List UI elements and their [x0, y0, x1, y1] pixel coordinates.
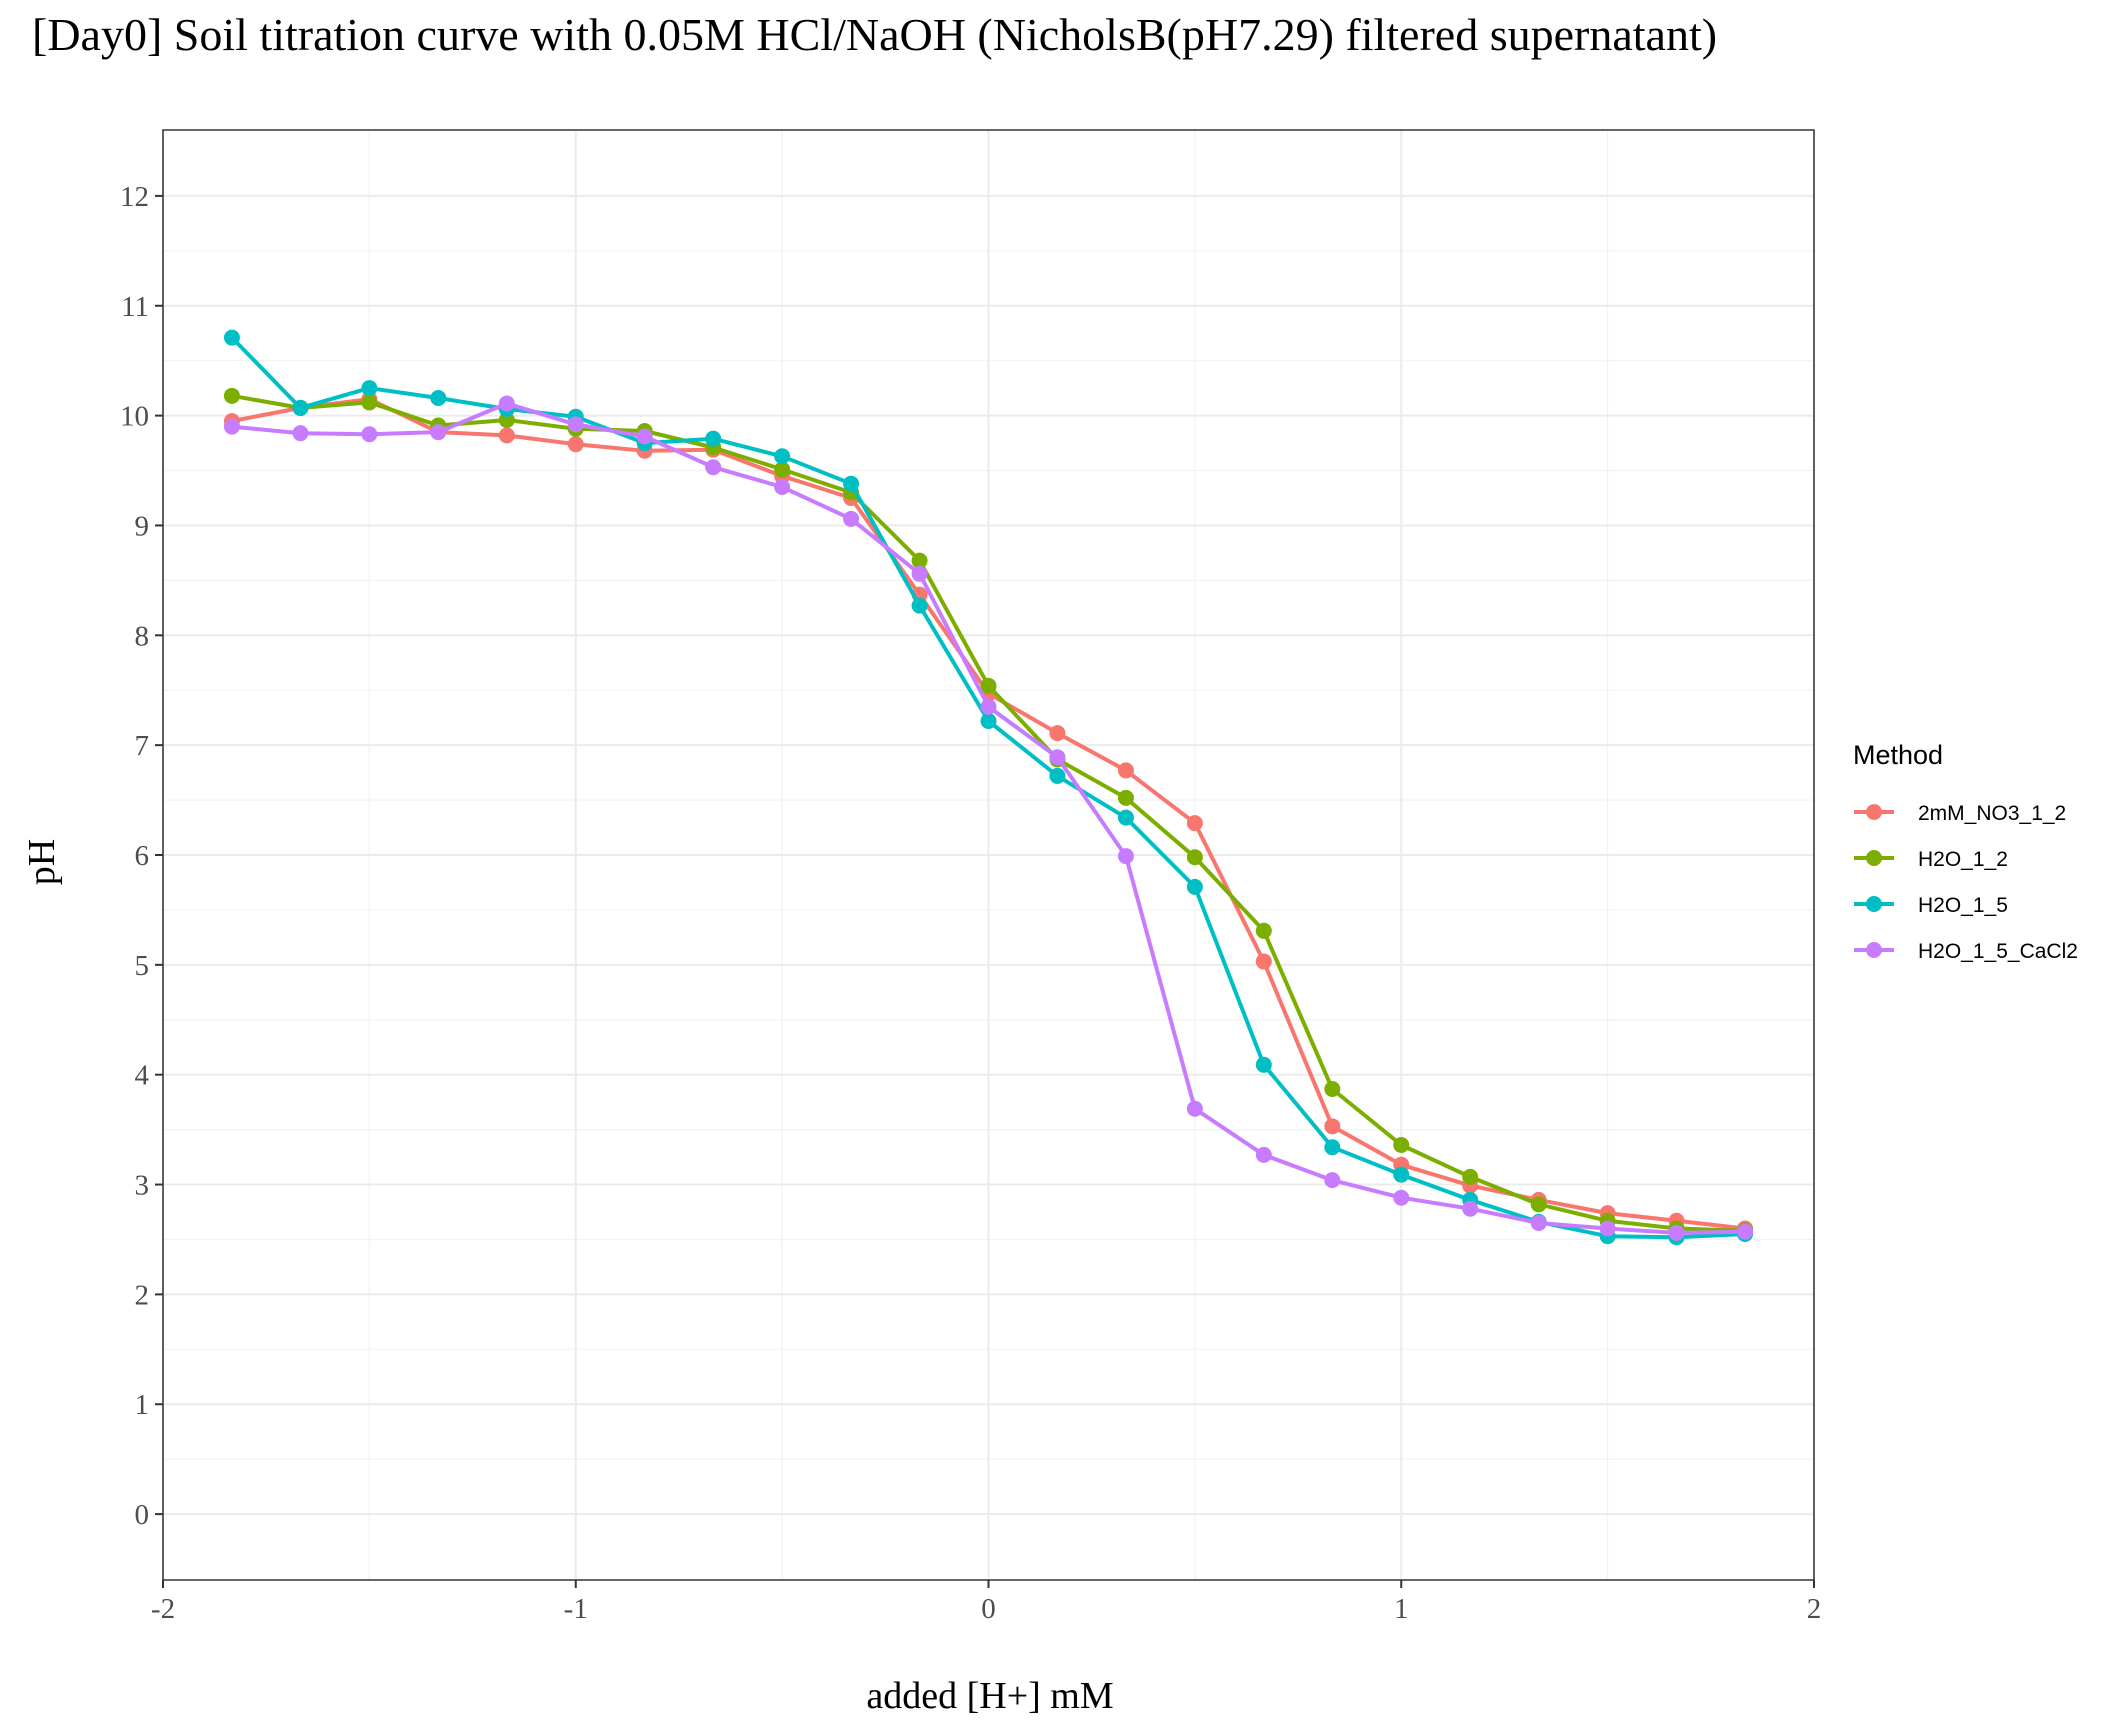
legend-label: H2O_1_5_CaCl2 — [1918, 940, 2078, 963]
y-tick-label: 10 — [120, 401, 149, 433]
data-point-h2o-1-5 — [1255, 1056, 1272, 1073]
x-axis-title: added [H+] mM — [866, 1675, 1113, 1717]
data-point-h2o-1-2 — [361, 394, 378, 411]
data-point-h2o-1-2 — [1255, 922, 1272, 939]
y-tick-label: 2 — [135, 1279, 150, 1311]
legend-title: Method — [1853, 740, 1943, 770]
data-point-h2o-1-5-cacl2 — [1530, 1214, 1547, 1231]
y-tick-label: 4 — [135, 1060, 150, 1092]
data-point-h2o-1-5-cacl2 — [292, 425, 309, 442]
y-tick-label: 11 — [121, 291, 149, 323]
data-point-h2o-1-5-cacl2 — [1393, 1189, 1410, 1206]
y-tick-label: 6 — [135, 840, 150, 872]
legend-item-2mm-no3-1-2: 2mM_NO3_1_2 — [1854, 802, 2066, 825]
data-point-2mm-no3-1-2 — [1049, 725, 1066, 742]
y-axis-title: pH — [21, 839, 63, 885]
data-point-2mm-no3-1-2 — [1117, 762, 1134, 779]
data-point-h2o-1-5-cacl2 — [843, 510, 860, 527]
legend-item-h2o-1-5: H2O_1_5 — [1854, 894, 2008, 917]
data-point-h2o-1-5-cacl2 — [1049, 749, 1066, 766]
data-point-h2o-1-5-cacl2 — [705, 459, 722, 476]
y-tick-label: 1 — [135, 1389, 150, 1421]
data-point-h2o-1-5-cacl2 — [1324, 1172, 1341, 1189]
data-point-2mm-no3-1-2 — [567, 436, 584, 453]
data-point-h2o-1-2 — [980, 677, 997, 694]
data-point-2mm-no3-1-2 — [1324, 1118, 1341, 1135]
data-point-h2o-1-5-cacl2 — [911, 565, 928, 582]
data-point-h2o-1-5-cacl2 — [774, 479, 791, 496]
data-point-h2o-1-5-cacl2 — [498, 395, 515, 412]
data-point-h2o-1-5 — [1324, 1139, 1341, 1156]
data-point-h2o-1-5-cacl2 — [361, 426, 378, 443]
y-tick-label: 5 — [135, 950, 150, 982]
y-tick-label: 12 — [120, 181, 149, 213]
data-point-h2o-1-5-cacl2 — [1462, 1200, 1479, 1217]
data-point-h2o-1-2 — [1530, 1196, 1547, 1213]
data-point-h2o-1-2 — [223, 387, 240, 404]
data-point-h2o-1-2 — [774, 461, 791, 478]
data-point-h2o-1-2 — [1324, 1080, 1341, 1097]
series-h2o-1-5-cacl2 — [223, 395, 1754, 1241]
data-point-h2o-1-2 — [1393, 1137, 1410, 1153]
data-point-h2o-1-5 — [705, 430, 722, 447]
data-point-h2o-1-5 — [1186, 878, 1203, 895]
data-point-h2o-1-5 — [1049, 767, 1066, 784]
data-point-h2o-1-5-cacl2 — [1255, 1146, 1272, 1163]
data-point-2mm-no3-1-2 — [498, 427, 515, 444]
data-point-h2o-1-5-cacl2 — [1186, 1100, 1203, 1117]
grid-lines — [162, 130, 1815, 1580]
data-point-h2o-1-5-cacl2 — [223, 418, 240, 435]
data-point-h2o-1-5-cacl2 — [636, 428, 653, 445]
x-tick-label: -2 — [151, 1593, 175, 1625]
data-point-h2o-1-5 — [1393, 1166, 1410, 1183]
legend-key-point — [1866, 942, 1882, 958]
data-point-h2o-1-5 — [911, 597, 928, 614]
data-point-h2o-1-2 — [1186, 849, 1203, 866]
data-point-h2o-1-5-cacl2 — [980, 698, 997, 715]
data-point-h2o-1-5-cacl2 — [1668, 1224, 1685, 1241]
series-lines — [223, 329, 1754, 1246]
data-point-2mm-no3-1-2 — [1255, 953, 1272, 970]
legend-label: H2O_1_2 — [1918, 848, 2008, 871]
legend: Method 2mM_NO3_1_2 H2O_1_2 H2O_1_5 H2O_1_5_… — [1853, 740, 2078, 963]
legend-key-point — [1866, 896, 1882, 912]
x-tick-label: 1 — [1394, 1593, 1409, 1625]
legend-item-h2o-1-2: H2O_1_2 — [1854, 848, 2008, 871]
data-point-h2o-1-5 — [980, 712, 997, 729]
data-point-h2o-1-2 — [911, 552, 928, 569]
data-point-h2o-1-5-cacl2 — [1117, 848, 1134, 865]
x-tick-label: 2 — [1807, 1593, 1822, 1625]
y-tick-label: 0 — [135, 1499, 150, 1531]
legend-key-point — [1866, 804, 1882, 820]
y-tick-label: 7 — [135, 730, 150, 762]
x-tick-label: 0 — [981, 1593, 996, 1625]
legend-key-point — [1866, 850, 1882, 866]
legend-item-h2o-1-5-cacl2: H2O_1_5_CaCl2 — [1854, 940, 2078, 963]
data-point-h2o-1-2 — [1117, 789, 1134, 806]
data-point-2mm-no3-1-2 — [1186, 815, 1203, 832]
data-point-h2o-1-5 — [774, 448, 791, 465]
y-tick-label: 3 — [135, 1170, 150, 1202]
legend-label: H2O_1_5 — [1918, 894, 2008, 917]
y-tick-label: 9 — [135, 510, 150, 542]
data-point-h2o-1-2 — [1462, 1168, 1479, 1185]
data-point-h2o-1-5 — [430, 390, 447, 407]
data-point-h2o-1-2 — [498, 412, 515, 428]
data-point-h2o-1-5-cacl2 — [567, 416, 584, 433]
data-point-h2o-1-5 — [361, 380, 378, 397]
chart-title: [Day0] Soil titration curve with 0.05M H… — [32, 9, 1717, 60]
data-point-h2o-1-5-cacl2 — [430, 424, 447, 441]
data-point-h2o-1-5 — [843, 475, 860, 492]
legend-label: 2mM_NO3_1_2 — [1918, 802, 2066, 825]
data-point-h2o-1-5 — [223, 329, 240, 346]
x-tick-label: -1 — [564, 1593, 588, 1625]
data-point-h2o-1-5 — [292, 399, 309, 416]
data-point-h2o-1-5-cacl2 — [1737, 1223, 1754, 1240]
data-point-h2o-1-5 — [1117, 809, 1134, 826]
y-tick-label: 8 — [135, 620, 150, 652]
data-point-h2o-1-5-cacl2 — [1599, 1220, 1616, 1237]
